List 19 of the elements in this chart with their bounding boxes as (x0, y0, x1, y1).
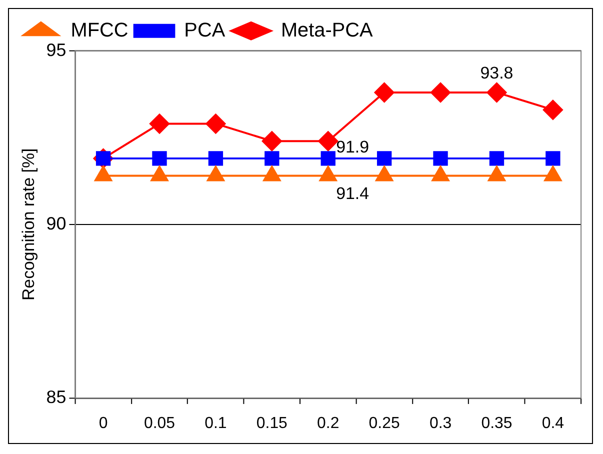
annotation: 91.4 (336, 184, 370, 203)
x-tick-label: 0.1 (204, 414, 227, 432)
legend-label: Meta-PCA (280, 19, 374, 42)
x-tick-label: 0.4 (542, 414, 564, 432)
x-tick-label: 0.05 (144, 414, 176, 432)
x-tick-label: 0 (98, 414, 108, 432)
annotation: 91.9 (336, 138, 370, 157)
y-tick-label: 95 (46, 40, 66, 60)
x-tick-label: 0.3 (429, 414, 452, 432)
y-tick-label: 90 (46, 213, 66, 234)
x-tick-label: 0.15 (256, 414, 288, 432)
annotation: 93.8 (480, 64, 514, 83)
x-tick-label: 0.25 (368, 414, 400, 432)
x-tick-label: 0.35 (481, 414, 512, 432)
y-axis-title: Recognition rate [%] (18, 148, 38, 301)
y-tick-label: 85 (46, 386, 66, 407)
legend-label: PCA (184, 19, 226, 42)
legend-label: MFCC (70, 19, 128, 42)
x-tick-label: 0.2 (317, 414, 340, 432)
